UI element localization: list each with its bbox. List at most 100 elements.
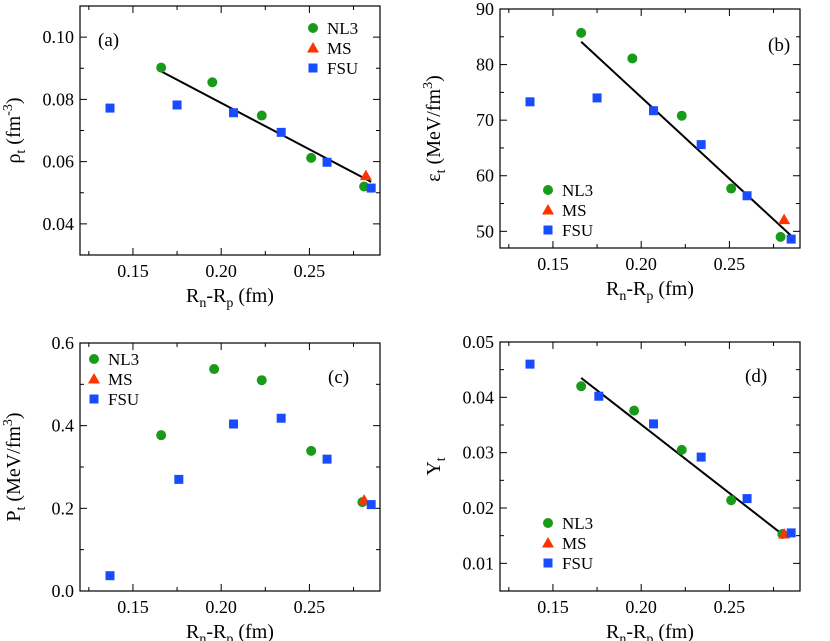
panel-b: 0.15 0.20 0.25 50 60 70 80 90 Rn-Rp (fm) εt (MeV/… — [421, 0, 801, 304]
x-label-main: R — [186, 621, 200, 641]
y-axis-label: εt (MeV/fm3) — [421, 75, 449, 182]
y-tick-label: 0.05 — [463, 332, 495, 352]
legend-label-ms: MS — [327, 39, 352, 58]
data-point-fsu — [174, 474, 184, 484]
data-point-fsu — [105, 103, 115, 113]
x-tick-label: 0.20 — [205, 261, 237, 281]
x-label-mid: -R — [206, 285, 227, 307]
x-label-sub1: n — [619, 289, 626, 304]
x-label-tail: (fm) — [653, 621, 694, 641]
x-label-mid: -R — [626, 621, 647, 641]
x-tick-label: 0.20 — [205, 597, 237, 617]
x-tick-label: 0.15 — [117, 261, 149, 281]
legend-label-fsu: FSU — [108, 390, 139, 409]
x-tick-label: 0.20 — [625, 597, 657, 617]
data-point-fsu — [172, 100, 182, 110]
y-label-sub: t — [14, 506, 29, 510]
x-label-sub2: p — [226, 296, 233, 311]
x-tick-label: 0.25 — [294, 597, 326, 617]
data-point-fsu — [276, 127, 286, 137]
x-label-tail: (fm) — [233, 621, 274, 641]
y-tick-label: 90 — [476, 0, 494, 19]
y-label-sup: 3 — [421, 82, 436, 89]
series-fsu — [525, 359, 796, 538]
legend-marker-nl3 — [89, 354, 99, 364]
data-point-nl3 — [726, 183, 737, 194]
data-point-fsu — [322, 454, 332, 464]
x-label-sub1: n — [199, 632, 206, 641]
x-tick-label: 0.15 — [537, 597, 569, 617]
legend-marker-nl3 — [543, 518, 553, 528]
data-point-nl3 — [207, 77, 218, 88]
data-point-fsu — [649, 419, 659, 429]
data-point-nl3 — [306, 445, 317, 456]
y-tick-label: 50 — [476, 221, 494, 241]
y-tick-label: 0.0 — [52, 581, 75, 601]
legend-marker-fsu — [308, 63, 318, 73]
y-label-main: P — [3, 510, 25, 521]
y-tick-label: 0.6 — [52, 333, 75, 353]
legend-label-nl3: NL3 — [327, 19, 358, 38]
y-label-sub: t — [434, 457, 449, 461]
legend-label-ms: MS — [562, 201, 587, 220]
data-point-fsu — [696, 452, 706, 462]
x-label-main: R — [606, 621, 620, 641]
data-point-ms — [359, 169, 372, 181]
plot-frame — [499, 8, 801, 249]
legend-label-ms: MS — [108, 370, 133, 389]
data-point-ms — [778, 213, 791, 225]
series-ms — [778, 213, 791, 225]
data-point-nl3 — [359, 181, 370, 192]
legend-marker-ms — [307, 42, 319, 53]
series-fsu — [105, 413, 376, 581]
panel-label: (a) — [98, 30, 119, 51]
y-label-close: ) — [423, 75, 445, 82]
legend-marker-fsu — [89, 394, 99, 404]
data-point-fsu — [366, 183, 376, 193]
legend-marker-ms — [542, 537, 554, 548]
data-point-fsu — [229, 108, 239, 118]
legend-marker-ms — [88, 373, 100, 384]
legend-label-ms: MS — [562, 534, 587, 553]
data-point-nl3 — [306, 152, 317, 163]
series-nl3 — [156, 62, 370, 192]
series-ms — [359, 169, 372, 181]
x-label-main: R — [186, 285, 200, 307]
panel-c: 0.15 0.20 0.25 0.0 0.2 0.4 0.6 Rn-Rp (fm) Pt (Me… — [1, 333, 381, 641]
y-label-sub: t — [434, 169, 449, 173]
data-point-nl3 — [256, 110, 267, 121]
x-label-sub2: p — [646, 632, 653, 641]
data-point-nl3 — [676, 110, 687, 121]
data-point-fsu — [592, 93, 602, 103]
y-axis-label: Yt — [423, 457, 449, 475]
data-point-fsu — [696, 140, 706, 150]
y-label-close: ) — [3, 412, 25, 419]
legend-label-nl3: NL3 — [562, 181, 593, 200]
data-point-fsu — [742, 191, 752, 201]
y-tick-label: 0.01 — [463, 553, 495, 573]
fit-line — [160, 70, 372, 183]
data-point-nl3 — [576, 27, 587, 38]
y-label-sub: t — [14, 150, 29, 154]
panel-label: (c) — [328, 367, 349, 388]
x-tick-label: 0.25 — [714, 597, 746, 617]
data-point-nl3 — [156, 62, 167, 73]
data-point-nl3 — [627, 53, 638, 64]
legend-label-nl3: NL3 — [108, 350, 139, 369]
data-point-fsu — [105, 571, 115, 581]
data-point-nl3 — [676, 444, 687, 455]
data-point-fsu — [649, 106, 659, 116]
panel-d: 0.15 0.20 0.25 0.01 0.02 0.03 0.04 0.05 Rn-Rp (f… — [423, 332, 801, 641]
legend-marker-ms — [542, 204, 554, 215]
data-point-fsu — [366, 500, 376, 510]
x-label-sub1: n — [619, 632, 626, 641]
y-label-main: ρ — [3, 154, 25, 164]
data-point-fsu — [276, 413, 286, 423]
data-point-fsu — [594, 391, 604, 401]
data-point-fsu — [525, 359, 535, 369]
data-point-nl3 — [629, 405, 640, 416]
